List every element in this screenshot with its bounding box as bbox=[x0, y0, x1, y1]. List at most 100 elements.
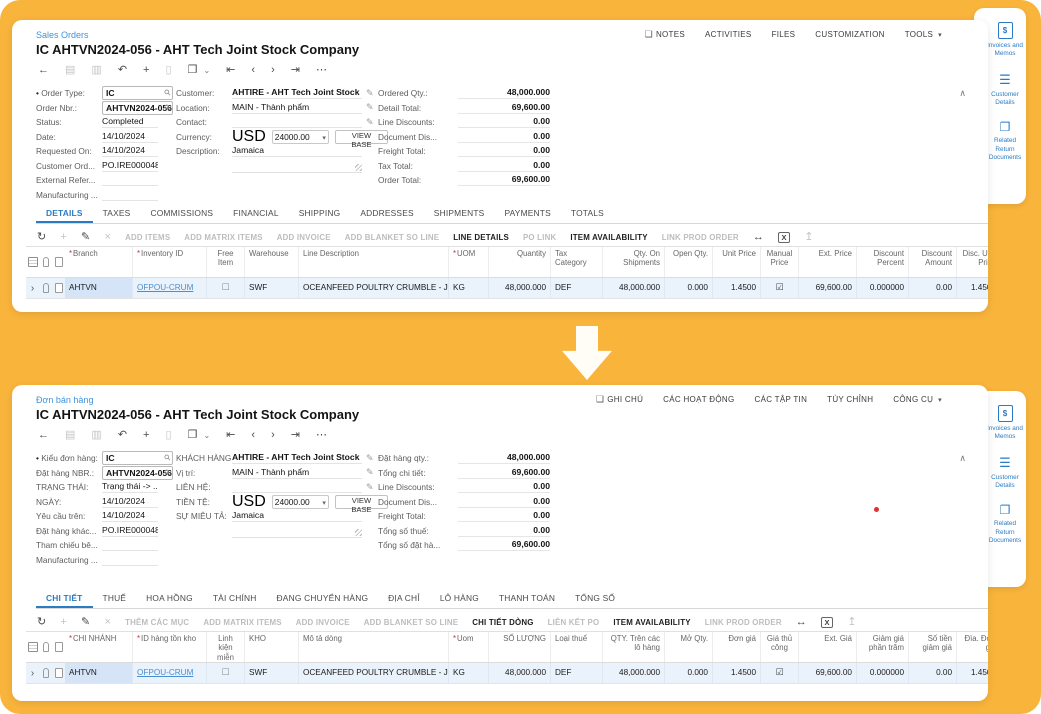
resize-handle[interactable] bbox=[355, 528, 362, 536]
paperclip-icon[interactable] bbox=[39, 663, 52, 683]
toolbar-button[interactable]: ▤ bbox=[57, 60, 83, 80]
column-header[interactable]: Inventory ID bbox=[133, 247, 207, 277]
field-value[interactable]: AHTIRE - AHT Tech Joint Stock Compa bbox=[232, 87, 362, 100]
field-value[interactable] bbox=[232, 116, 362, 129]
grid-toolbar-button[interactable]: X bbox=[771, 228, 797, 243]
row-expander-icon[interactable] bbox=[26, 663, 39, 683]
column-header[interactable]: Quantity bbox=[489, 247, 551, 277]
grid-cell[interactable]: AHTVN bbox=[65, 278, 133, 298]
tab[interactable]: ADDRESSES bbox=[350, 208, 423, 223]
toolbar-button[interactable]: ▥ bbox=[83, 60, 109, 80]
grid-toolbar-button[interactable]: THÊM CÁC MỤC bbox=[118, 613, 196, 628]
tab[interactable]: ĐANG CHUYỂN HÀNG bbox=[267, 593, 379, 608]
column-header[interactable]: Manual Price bbox=[761, 247, 799, 277]
column-header[interactable]: Mở Qty. bbox=[665, 632, 713, 662]
grid-toolbar-button[interactable]: ↔ bbox=[789, 613, 814, 628]
grid-cell[interactable]: SWF bbox=[245, 663, 299, 683]
toolbar-button[interactable]: ❐ bbox=[180, 60, 219, 81]
menu-item[interactable]: ACTIVITIES bbox=[705, 30, 752, 39]
grid-toolbar-button[interactable]: + bbox=[53, 613, 74, 628]
grid-toolbar-button[interactable]: ↥ bbox=[797, 228, 820, 243]
grid-cell[interactable]: 1.4500 bbox=[957, 663, 988, 683]
column-header[interactable]: Uom bbox=[449, 632, 489, 662]
menu-item[interactable]: TOOLS bbox=[905, 30, 942, 39]
tab[interactable]: SHIPPING bbox=[289, 208, 351, 223]
tab[interactable]: TAXES bbox=[93, 208, 141, 223]
grid-cell[interactable]: 0.000 bbox=[665, 663, 713, 683]
grid-cell[interactable]: 0.000000 bbox=[857, 663, 909, 683]
grid-toolbar-button[interactable]: ↻ bbox=[30, 228, 53, 243]
field-value[interactable]: MAIN - Thành phẩm bbox=[232, 467, 362, 479]
menu-item[interactable]: FILES bbox=[772, 30, 796, 39]
toolbar-button[interactable]: › bbox=[263, 60, 283, 80]
column-header[interactable]: Qty. On Shipments bbox=[603, 247, 665, 277]
toolbar-button[interactable]: ← bbox=[30, 425, 57, 445]
grid-toolbar-button[interactable]: ADD BLANKET SO LINE bbox=[338, 228, 447, 243]
currency-rate-dropdown[interactable]: 24000.00 bbox=[271, 129, 329, 144]
grid-cell[interactable]: 48,000.000 bbox=[603, 278, 665, 298]
field-value[interactable]: 14/10/2024 bbox=[102, 510, 158, 523]
column-header[interactable]: Giá thủ công bbox=[761, 632, 799, 662]
toolbar-button[interactable]: ⇥ bbox=[283, 425, 308, 445]
grid-toolbar-button[interactable]: LIÊN KẾT PO bbox=[541, 613, 607, 628]
grid-toolbar-button[interactable]: CHI TIẾT DÒNG bbox=[465, 613, 540, 628]
field-value[interactable] bbox=[102, 174, 158, 187]
tab[interactable]: COMMISSIONS bbox=[140, 208, 223, 223]
field-value[interactable] bbox=[232, 481, 362, 494]
grid-cell[interactable]: SWF bbox=[245, 278, 299, 298]
field-value[interactable] bbox=[102, 189, 158, 201]
column-header[interactable]: Giảm giá phần trăm bbox=[857, 632, 909, 662]
breadcrumb[interactable]: Đơn bán hàng bbox=[36, 394, 94, 405]
grid-cell[interactable]: 0.00 bbox=[909, 663, 957, 683]
grid-cell[interactable]: 69,600.00 bbox=[799, 663, 857, 683]
grid-toolbar-button[interactable]: ITEM AVAILABILITY bbox=[563, 228, 654, 243]
field-value[interactable]: AHTIRE - AHT Tech Joint Stock Compa bbox=[232, 452, 362, 465]
grid-cell[interactable]: 1.4500 bbox=[957, 278, 988, 298]
grid-toolbar-button[interactable]: ITEM AVAILABILITY bbox=[606, 613, 697, 628]
select-column-icon[interactable] bbox=[26, 632, 39, 662]
grid-row[interactable]: AHTVN OFPOU-CRUM SWF OCEANFEED POULTRY C… bbox=[26, 663, 988, 684]
toolbar-button[interactable]: ⇤ bbox=[218, 425, 243, 445]
tab[interactable]: CHI TIẾT bbox=[36, 593, 93, 608]
toolbar-button[interactable]: ▯ bbox=[157, 60, 179, 80]
column-header[interactable]: Discount Amount bbox=[909, 247, 957, 277]
toolbar-button[interactable]: ← bbox=[30, 60, 57, 80]
pencil-icon[interactable] bbox=[366, 102, 374, 113]
paperclip-icon[interactable] bbox=[39, 278, 52, 298]
currency-code-field[interactable]: USD bbox=[232, 127, 266, 145]
menu-item[interactable]: TÙY CHỈNH bbox=[827, 395, 873, 404]
grid-cell[interactable]: 1.4500 bbox=[713, 663, 761, 683]
grid-toolbar-button[interactable]: LINK PROD ORDER bbox=[655, 228, 746, 243]
column-header[interactable]: Tax Category bbox=[551, 247, 603, 277]
toolbar-button[interactable]: ▯ bbox=[157, 425, 179, 445]
column-header[interactable]: Unit Price bbox=[713, 247, 761, 277]
grid-cell[interactable]: OFPOU-CRUM bbox=[133, 663, 207, 683]
grid-toolbar-button[interactable]: ✎ bbox=[74, 613, 97, 628]
field-value[interactable]: MAIN - Thành phẩm bbox=[232, 102, 362, 114]
column-header[interactable]: Open Qty. bbox=[665, 247, 713, 277]
column-header[interactable]: Loại thuế bbox=[551, 632, 603, 662]
grid-cell[interactable]: 0.00 bbox=[909, 278, 957, 298]
menu-item[interactable]: CUSTOMIZATION bbox=[815, 30, 884, 39]
toolbar-button[interactable]: ‹ bbox=[243, 425, 263, 445]
description-textarea[interactable] bbox=[232, 524, 362, 538]
currency-code-field[interactable]: USD bbox=[232, 492, 266, 510]
field-value[interactable]: IC bbox=[102, 451, 173, 466]
column-header[interactable]: Đìa. Đơn giá bbox=[957, 632, 988, 662]
breadcrumb[interactable]: Sales Orders bbox=[36, 29, 89, 40]
collapse-chevron-icon[interactable] bbox=[959, 453, 966, 464]
menu-item[interactable]: NOTES bbox=[645, 29, 685, 40]
grid-toolbar-button[interactable]: X bbox=[814, 613, 840, 628]
grid-row[interactable]: AHTVN OFPOU-CRUM SWF OCEANFEED POULTRY C… bbox=[26, 278, 988, 299]
column-header[interactable]: Số tiền giảm giá bbox=[909, 632, 957, 662]
column-header[interactable]: Disc. Unit Price bbox=[957, 247, 988, 277]
grid-cell[interactable]: 0.000000 bbox=[857, 278, 909, 298]
grid-cell[interactable]: 0.000 bbox=[665, 278, 713, 298]
grid-toolbar-button[interactable]: ↥ bbox=[840, 613, 863, 628]
tab[interactable]: TỔNG SỐ bbox=[565, 593, 625, 608]
row-note-icon[interactable] bbox=[52, 663, 65, 683]
column-header[interactable]: Line Description bbox=[299, 247, 449, 277]
field-value[interactable]: PO.IRE000048 bbox=[102, 159, 158, 172]
grid-cell[interactable]: DEF bbox=[551, 663, 603, 683]
side-panel-item[interactable]: Invoices and Memos bbox=[986, 22, 1024, 59]
